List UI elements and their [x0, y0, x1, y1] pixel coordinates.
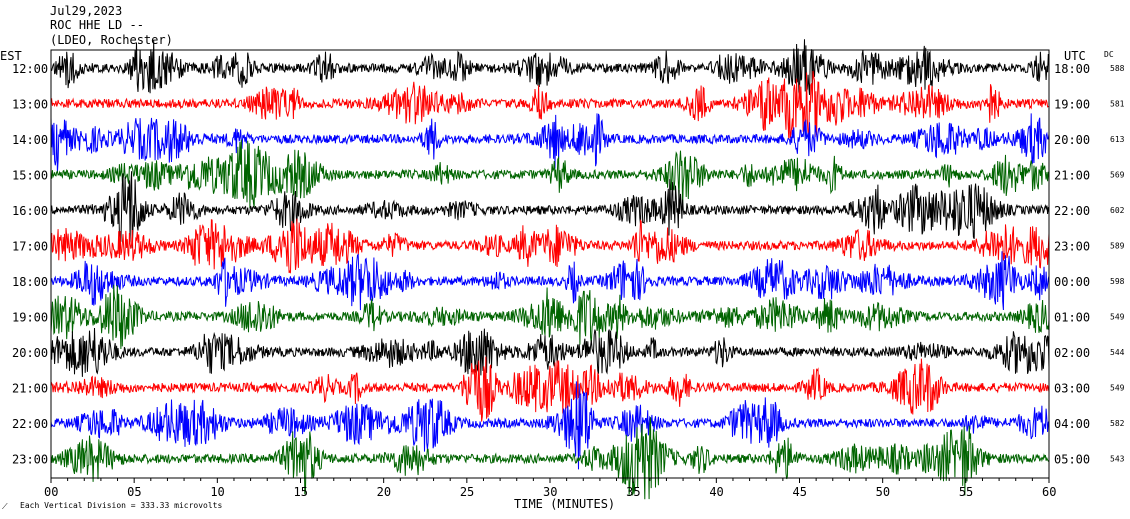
- utc-time-label: 18:00: [1054, 62, 1090, 76]
- trace-row-1800: [50, 251, 1050, 311]
- trace-row-1200: [50, 39, 1050, 98]
- trace-row-2100: [50, 356, 1050, 422]
- trace-row-1400: [50, 113, 1050, 173]
- utc-time-label: 02:00: [1054, 346, 1090, 360]
- trace-row-1600: [50, 171, 1050, 249]
- trace-row-2300: [50, 417, 1050, 500]
- est-time-label: 23:00: [12, 453, 48, 467]
- dc-value: 569: [1110, 171, 1125, 180]
- footer-scale-note: Each Vertical Division = 333.33 microvol…: [20, 501, 222, 510]
- x-tick-label: 50: [876, 485, 890, 499]
- est-time-label: 21:00: [12, 382, 48, 396]
- est-zone-label: EST: [0, 49, 22, 63]
- trace-layer: [50, 39, 1050, 500]
- utc-time-label: 00:00: [1054, 275, 1090, 289]
- utc-time-label: 21:00: [1054, 169, 1090, 183]
- est-time-label: 13:00: [12, 98, 48, 112]
- trace-row-1300: [50, 70, 1050, 140]
- scale-icon: ⟋: [2, 502, 8, 511]
- est-time-label: 15:00: [12, 169, 48, 183]
- trace-row-2200: [50, 381, 1050, 470]
- dc-value: 543: [1110, 455, 1125, 464]
- utc-time-label: 19:00: [1054, 98, 1090, 112]
- x-tick-label: 10: [210, 485, 224, 499]
- dc-value: 598: [1110, 277, 1125, 286]
- est-time-label: 16:00: [12, 204, 48, 218]
- est-time-label: 22:00: [12, 417, 48, 431]
- x-axis-ticks: 00 05 10 15 20 25 30 35 40 45 50 55 60: [44, 478, 1056, 499]
- est-time-label: 12:00: [12, 62, 48, 76]
- utc-zone-label: UTC: [1064, 49, 1086, 63]
- utc-time-label: 22:00: [1054, 204, 1090, 218]
- x-tick-label: 30: [543, 485, 557, 499]
- dc-value: 602: [1110, 206, 1125, 215]
- dc-value: 582: [1110, 419, 1125, 428]
- header-network: (LDEO, Rochester): [50, 33, 173, 47]
- dc-value: 544: [1110, 348, 1125, 357]
- x-tick-label: 20: [377, 485, 391, 499]
- dc-label: DC: [1104, 50, 1114, 59]
- dc-value: 613: [1110, 135, 1125, 144]
- x-tick-label: 40: [709, 485, 723, 499]
- utc-time-label: 23:00: [1054, 240, 1090, 254]
- trace-row-1500: [50, 139, 1050, 209]
- x-tick-label: 35: [626, 485, 640, 499]
- dc-value: 549: [1110, 313, 1125, 322]
- x-tick-label: 15: [294, 485, 308, 499]
- est-time-label: 14:00: [12, 133, 48, 147]
- utc-time-label: 01:00: [1054, 311, 1090, 325]
- dc-value: 589: [1110, 242, 1125, 251]
- utc-time-label: 03:00: [1054, 382, 1090, 396]
- est-time-label: 19:00: [12, 311, 48, 325]
- x-tick-label: 55: [959, 485, 973, 499]
- x-tick-label: 45: [793, 485, 807, 499]
- x-axis-label: TIME (MINUTES): [514, 497, 615, 511]
- est-time-label: 20:00: [12, 346, 48, 360]
- x-tick-label: 25: [460, 485, 474, 499]
- dc-value: 549: [1110, 384, 1125, 393]
- x-tick-label: 05: [127, 485, 141, 499]
- x-tick-label: 00: [44, 485, 58, 499]
- trace-row-1900: [50, 284, 1050, 350]
- utc-time-label: 04:00: [1054, 417, 1090, 431]
- x-tick-label: 60: [1042, 485, 1056, 499]
- est-time-label: 17:00: [12, 240, 48, 254]
- utc-time-label: 05:00: [1054, 453, 1090, 467]
- header-station: ROC HHE LD --: [50, 18, 144, 32]
- trace-row-1700: [50, 218, 1050, 274]
- dc-value: 588: [1110, 64, 1125, 73]
- header-date: Jul29,2023: [50, 4, 123, 18]
- dc-value: 581: [1110, 100, 1125, 109]
- est-time-label: 18:00: [12, 275, 48, 289]
- utc-time-label: 20:00: [1054, 133, 1090, 147]
- row-labels: 12:00 18:00 588 13:00 19:00 581 14:00 20:00 613 1…: [12, 62, 1125, 467]
- trace-row-2000: [50, 327, 1050, 377]
